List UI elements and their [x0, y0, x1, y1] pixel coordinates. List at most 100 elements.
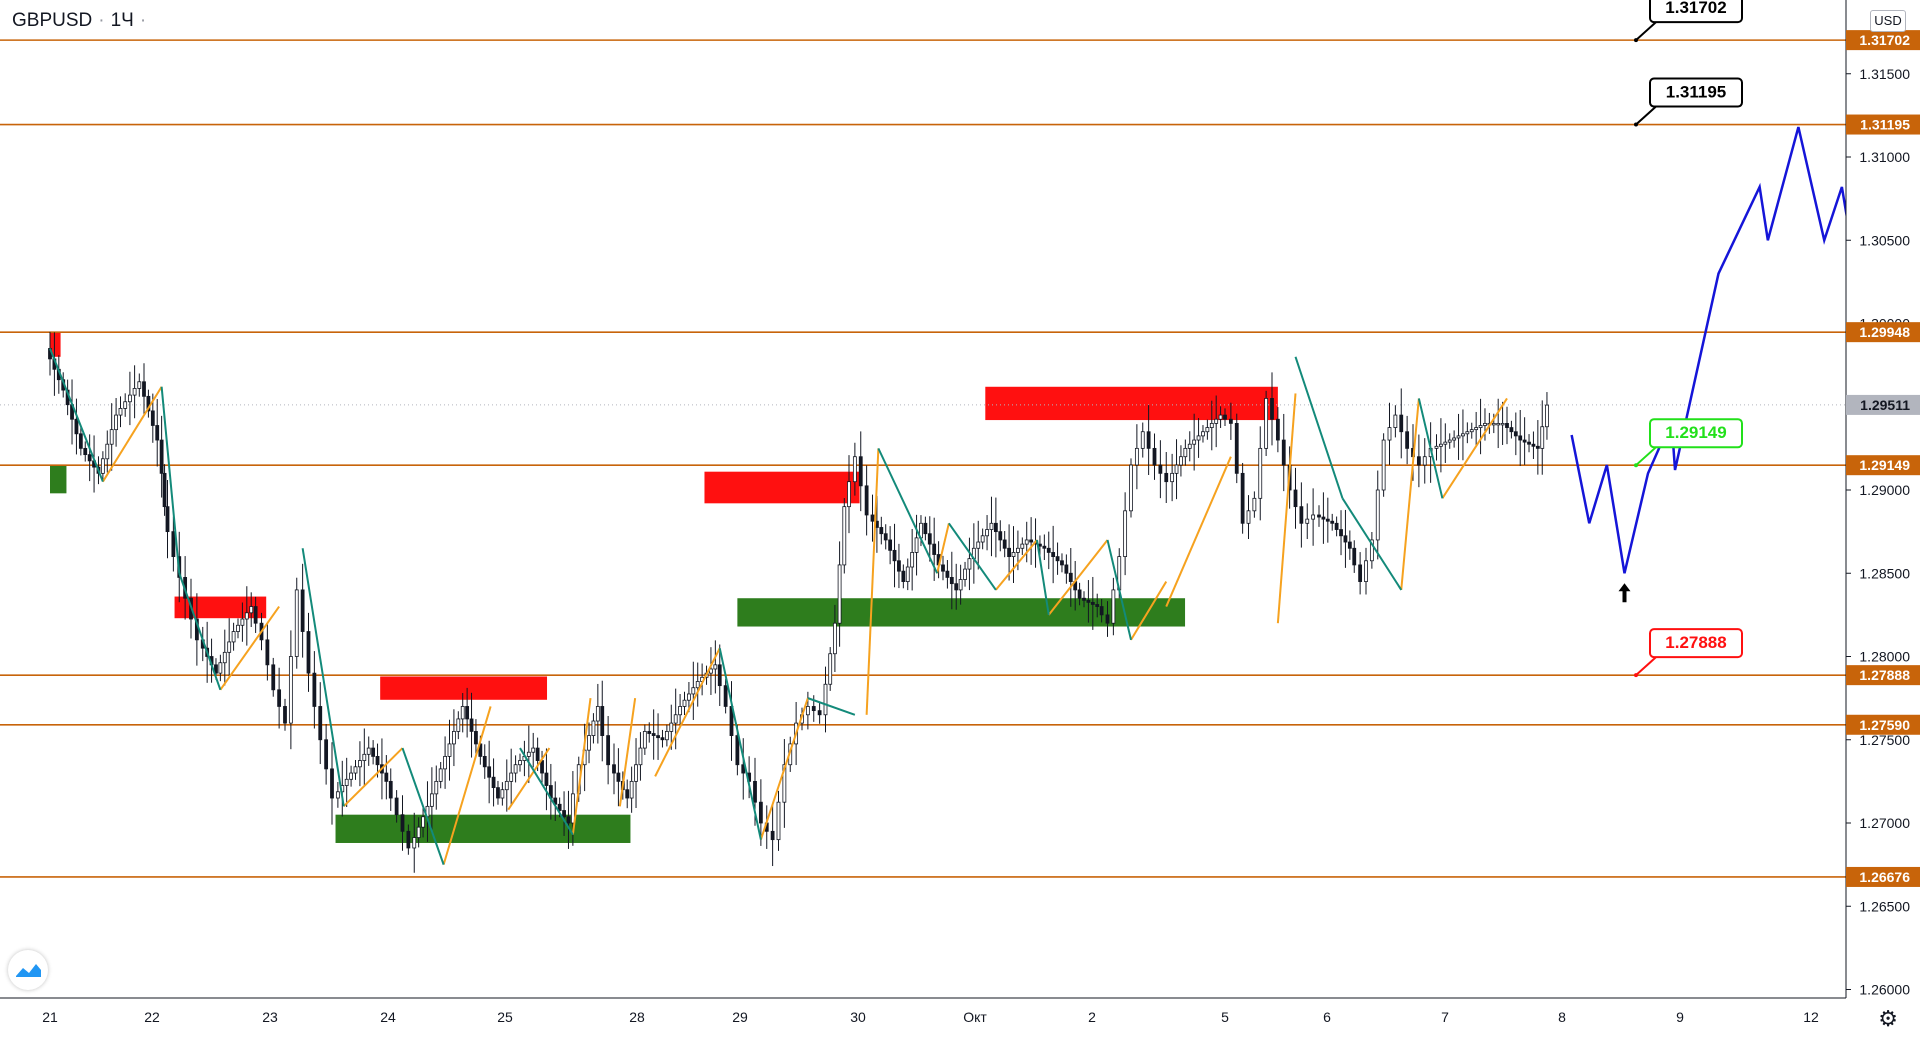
candle-body: [438, 768, 443, 782]
gear-icon[interactable]: ⚙: [1878, 1006, 1898, 1031]
callout-target: 1.31702: [1634, 0, 1743, 43]
candle-body: [753, 780, 757, 803]
candle-body: [695, 681, 700, 689]
x-tick-label: 6: [1323, 1009, 1331, 1025]
candle-body: [371, 747, 376, 757]
zigzag-down-line: [948, 522, 997, 591]
candle-body: [723, 685, 728, 707]
candle-body: [625, 789, 630, 799]
candle-body: [1007, 547, 1011, 558]
tradingview-logo-icon[interactable]: [8, 950, 48, 990]
candle-body: [518, 760, 522, 766]
candle-body: [595, 706, 600, 722]
candle-body: [864, 485, 869, 516]
candle-body: [491, 776, 496, 789]
candle-body: [629, 780, 634, 799]
candle-body: [1024, 539, 1029, 545]
candle-body: [1064, 564, 1069, 574]
candle-body: [330, 768, 334, 799]
price-axis[interactable]: 1.26000 1.26500 1.27000 1.27500 1.28000 1.285…: [1845, 0, 1920, 998]
candle-body: [1170, 472, 1175, 483]
y-tick-label: 1.30500: [1859, 232, 1910, 248]
candle-body: [1275, 418, 1280, 441]
candle-body: [976, 541, 981, 549]
x-tick-label: 9: [1676, 1009, 1684, 1025]
currency-badge[interactable]: USD: [1870, 10, 1906, 32]
candle-body: [127, 394, 132, 403]
candle-body: [1077, 589, 1082, 599]
candle-body: [1535, 445, 1540, 449]
candle-body: [1375, 489, 1380, 541]
y-tick-label: 1.29000: [1859, 482, 1910, 498]
candle-body: [735, 735, 740, 766]
zigzag-up-line: [571, 697, 592, 835]
candle-body: [452, 731, 456, 745]
candle-body: [1164, 472, 1169, 483]
candle-body: [1513, 431, 1518, 437]
candle-body: [691, 687, 696, 695]
y-tick-label: 1.28500: [1859, 565, 1910, 581]
candle-body: [954, 583, 959, 591]
candle-body: [1002, 539, 1007, 549]
candle-body: [271, 664, 276, 691]
candle-body: [137, 381, 142, 389]
y-tick-label: 1.26000: [1859, 982, 1910, 998]
candle-body: [1405, 431, 1410, 449]
zigzag-down-line: [519, 747, 574, 836]
candle-body: [1223, 414, 1227, 420]
resistance-zone: [985, 386, 1278, 421]
candle-body: [1264, 398, 1269, 449]
zigzag-up-line: [759, 697, 809, 840]
candle-body: [678, 706, 682, 716]
candle-body: [1500, 422, 1505, 426]
candle-body: [1434, 445, 1439, 449]
markers-layer: [1618, 583, 1631, 603]
candle-body: [421, 816, 425, 828]
level-price-tag-label: 1.29149: [1859, 457, 1910, 473]
candle-body: [1082, 597, 1086, 601]
zigzag-up-line: [1400, 398, 1420, 590]
level-price-tag-label: 1.26676: [1859, 869, 1910, 885]
candle-body: [1042, 545, 1047, 549]
candle-body: [1364, 560, 1368, 582]
candle-body: [682, 699, 687, 707]
candle-body: [165, 506, 170, 533]
candle-body: [1158, 464, 1163, 474]
candle-body: [353, 766, 358, 774]
x-tick-label: Окт: [963, 1009, 987, 1025]
candle-body: [591, 720, 596, 736]
candle-body: [1099, 606, 1104, 616]
candle-body: [1352, 547, 1357, 566]
candle-body: [1205, 427, 1210, 433]
candle-body: [1439, 443, 1443, 447]
candle-body: [236, 624, 240, 632]
candle-body: [1146, 431, 1151, 449]
candle-body: [1192, 439, 1197, 445]
candle-body: [283, 706, 287, 724]
candle-body: [100, 458, 105, 474]
candle-body: [932, 543, 937, 555]
candle-body: [1258, 447, 1263, 499]
candle-body: [669, 722, 674, 732]
zigzag-down-line: [1294, 356, 1344, 499]
candle-body: [1152, 447, 1157, 466]
candle-body: [496, 787, 500, 799]
candle-body: [1240, 472, 1245, 524]
candle-body: [758, 801, 763, 824]
candle-body: [770, 830, 775, 841]
y-tick-label: 1.31500: [1859, 66, 1910, 82]
candle-body: [1281, 439, 1286, 466]
interval-label: 1Ч: [110, 10, 134, 31]
time-axis[interactable]: 21 22 23 24 25 28 29 30 Окт 2 5 6 7 8 9 12: [0, 997, 1846, 1025]
zigzag-down-line: [877, 447, 939, 574]
candle-body: [782, 764, 787, 803]
x-tick-label: 8: [1558, 1009, 1566, 1025]
candle-body: [1311, 514, 1316, 520]
candle-body: [78, 433, 83, 449]
candle-body: [509, 772, 514, 782]
zigzag-down-line: [160, 386, 181, 574]
candle-body: [277, 689, 282, 707]
candle-body: [1140, 431, 1145, 449]
symbol-title[interactable]: GBPUSD · 1Ч ·: [12, 10, 152, 32]
